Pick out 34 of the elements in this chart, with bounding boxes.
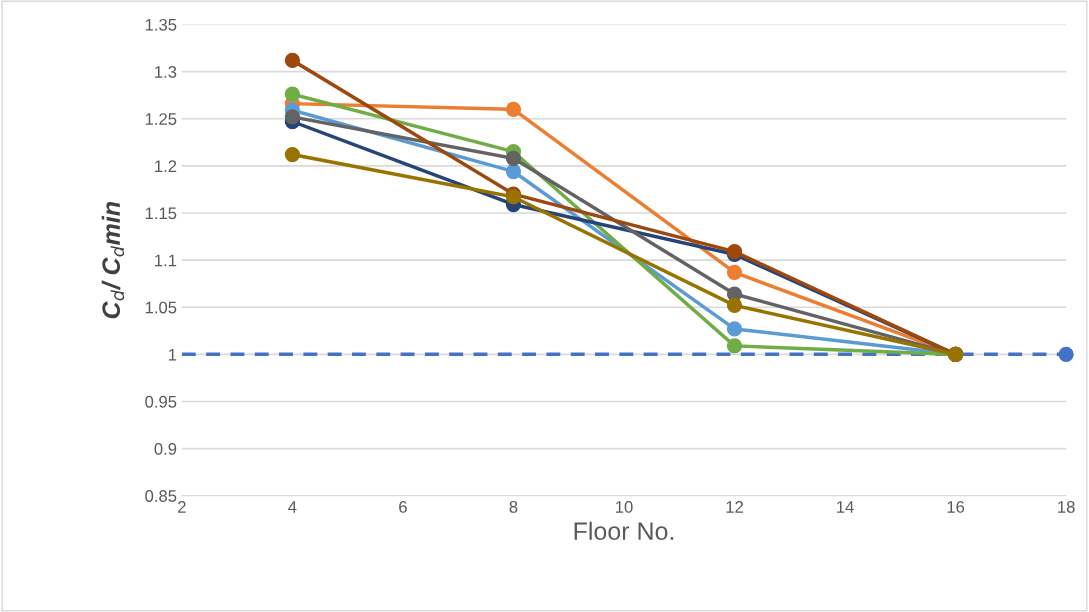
y-tick-label: 1.3 <box>155 66 177 78</box>
x-tick-label: 2 <box>178 501 186 513</box>
y-tick-label: 1.2 <box>155 160 177 172</box>
point <box>726 264 743 280</box>
point <box>505 163 522 180</box>
y-tick-label: 1.15 <box>145 207 177 220</box>
x-tick-label: 4 <box>288 501 297 513</box>
point <box>505 150 522 166</box>
x-tick-label: 12 <box>726 501 743 513</box>
point <box>1058 346 1074 362</box>
x-tick-label: 16 <box>947 501 965 513</box>
y-tick-label: 1.05 <box>145 301 177 314</box>
y-tick-label: 1 <box>169 348 177 361</box>
point <box>726 338 743 354</box>
point <box>726 297 743 313</box>
point <box>726 321 743 337</box>
y-tick-label: 0.95 <box>145 395 177 408</box>
point <box>505 101 522 117</box>
point <box>284 146 301 163</box>
y-tick-label: 1.25 <box>145 113 177 125</box>
y-tick-label: 1.35 <box>145 18 177 31</box>
point <box>284 52 301 68</box>
x-tick-label: 6 <box>399 501 407 513</box>
y-tick-label: 0.9 <box>154 443 177 455</box>
y-axis-title: C$_{d}$/ C$_{d}$min <box>101 202 125 319</box>
point <box>284 86 301 102</box>
x-tick-label: 8 <box>509 501 518 513</box>
y-tick-label: 0.85 <box>145 490 177 502</box>
x-tick-label: 18 <box>1058 501 1075 513</box>
x-tick-label: 14 <box>837 501 854 513</box>
y-tick-label: 1.1 <box>155 254 177 267</box>
x-axis-title: Floor No. <box>574 521 674 541</box>
point <box>284 109 301 125</box>
x-tick-label: 10 <box>616 501 633 513</box>
